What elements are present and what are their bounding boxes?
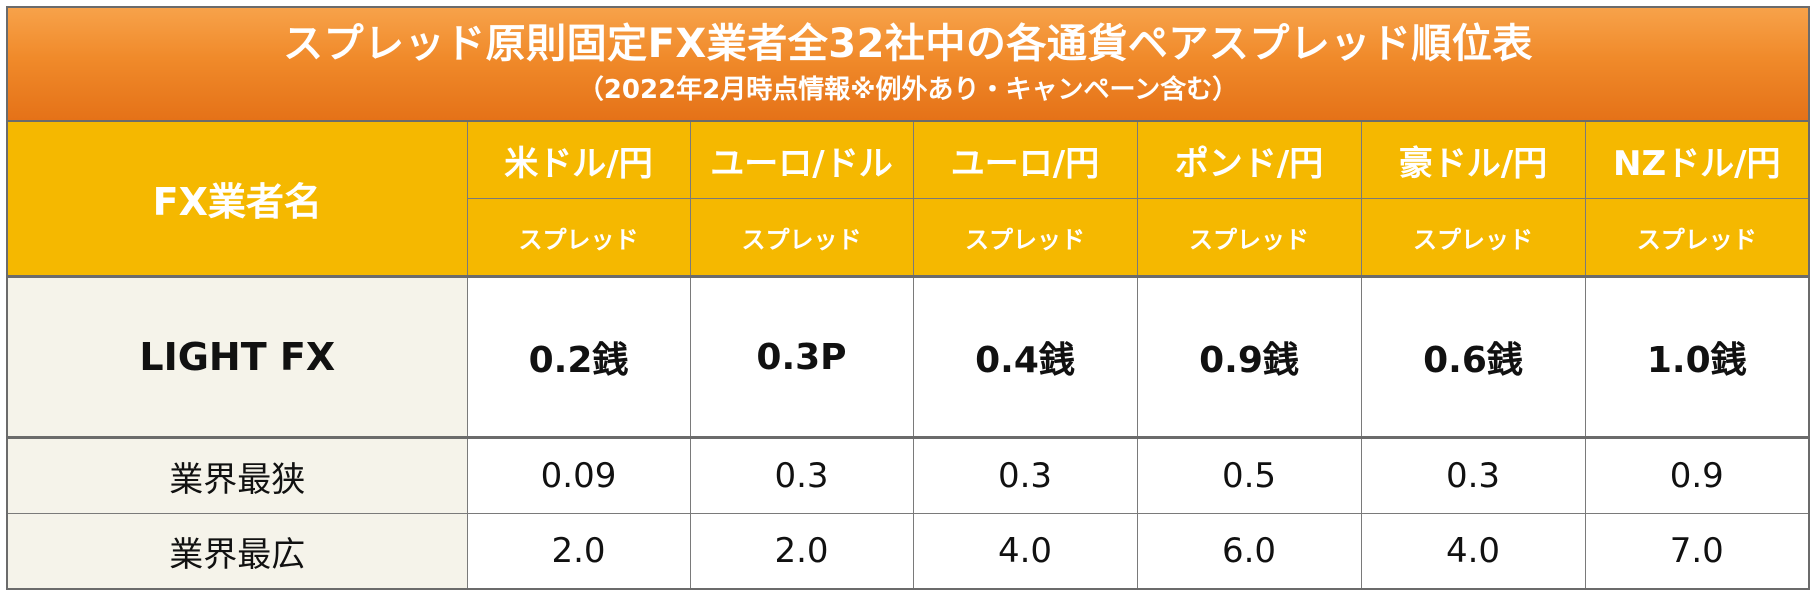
table-row: 業界最広 2.0 2.0 4.0 6.0 4.0 7.0	[7, 514, 1809, 590]
spread-subheader: スプレッド	[1137, 199, 1361, 277]
spread-subheader: スプレッド	[690, 199, 913, 277]
spread-value-cell: 0.3	[690, 438, 913, 514]
table-title-cell: スプレッド原則固定FX業者全32社中の各通貨ペアスプレッド順位表 （2022年2…	[7, 7, 1809, 121]
pair-header-audjpy: 豪ドル/円	[1361, 121, 1585, 199]
spread-ranking-table-container: スプレッド原則固定FX業者全32社中の各通貨ペアスプレッド順位表 （2022年2…	[6, 6, 1808, 594]
table-row: LIGHT FX 0.2銭 0.3P 0.4銭 0.9銭 0.6銭 1.0銭	[7, 277, 1809, 438]
table-row: 業界最狭 0.09 0.3 0.3 0.5 0.3 0.9	[7, 438, 1809, 514]
spread-value-cell: 2.0	[467, 514, 690, 590]
spread-value-cell: 0.3	[1361, 438, 1585, 514]
spread-subheader: スプレッド	[913, 199, 1137, 277]
industry-widest-label: 業界最広	[7, 514, 467, 590]
broker-name-header: FX業者名	[7, 121, 467, 277]
pair-header-usdjpy: 米ドル/円	[467, 121, 690, 199]
spread-value-cell: 0.4銭	[913, 277, 1137, 438]
spread-ranking-table: スプレッド原則固定FX業者全32社中の各通貨ペアスプレッド順位表 （2022年2…	[6, 6, 1810, 590]
spread-value-cell: 0.9	[1585, 438, 1809, 514]
spread-value-cell: 4.0	[913, 514, 1137, 590]
spread-value-cell: 0.3P	[690, 277, 913, 438]
pair-header-nzdjpy: NZドル/円	[1585, 121, 1809, 199]
spread-value-cell: 0.3	[913, 438, 1137, 514]
spread-value-cell: 1.0銭	[1585, 277, 1809, 438]
pair-header-eurjpy: ユーロ/円	[913, 121, 1137, 199]
spread-subheader: スプレッド	[1585, 199, 1809, 277]
spread-value-cell: 0.09	[467, 438, 690, 514]
spread-subheader: スプレッド	[467, 199, 690, 277]
pair-header-gbpjpy: ポンド/円	[1137, 121, 1361, 199]
spread-value-cell: 0.9銭	[1137, 277, 1361, 438]
pair-header-eurusd: ユーロ/ドル	[690, 121, 913, 199]
spread-subheader: スプレッド	[1361, 199, 1585, 277]
industry-narrowest-label: 業界最狭	[7, 438, 467, 514]
spread-value-cell: 0.2銭	[467, 277, 690, 438]
table-title: スプレッド原則固定FX業者全32社中の各通貨ペアスプレッド順位表	[8, 20, 1808, 68]
spread-value-cell: 6.0	[1137, 514, 1361, 590]
table-subtitle: （2022年2月時点情報※例外あり・キャンペーン含む）	[8, 72, 1808, 108]
spread-value-cell: 0.5	[1137, 438, 1361, 514]
spread-value-cell: 0.6銭	[1361, 277, 1585, 438]
spread-value-cell: 4.0	[1361, 514, 1585, 590]
spread-value-cell: 2.0	[690, 514, 913, 590]
broker-name-cell: LIGHT FX	[7, 277, 467, 438]
spread-value-cell: 7.0	[1585, 514, 1809, 590]
